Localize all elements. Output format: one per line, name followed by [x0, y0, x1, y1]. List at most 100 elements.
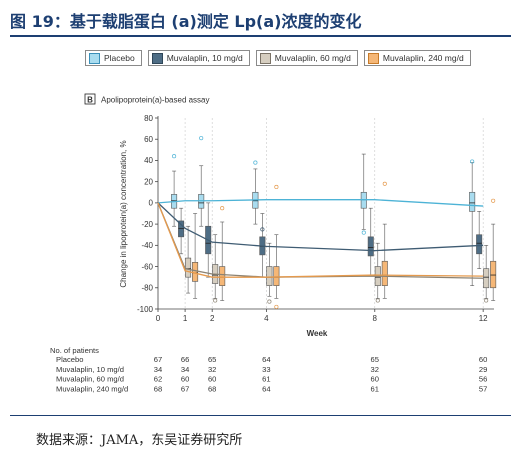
box-iqr — [490, 260, 497, 289]
box-outlier — [470, 159, 475, 164]
mean-line-series-0 — [157, 199, 484, 207]
chart-legend: Placebo Muvalaplin, 10 mg/d Muvalaplin, … — [85, 50, 471, 66]
box-outlier — [199, 136, 204, 141]
y-tick-label: 0 — [149, 199, 154, 208]
box-outlier — [220, 206, 225, 211]
patients-count: 61 — [371, 384, 379, 393]
box-iqr — [185, 257, 192, 278]
figure-title: 图 19：基于载脂蛋白 (a)测定 Lp(a)浓度的变化 — [10, 12, 362, 31]
box-iqr — [483, 268, 490, 289]
patients-row-label: Muvalaplin, 10 mg/d — [56, 365, 124, 374]
legend-label-240mg: Muvalaplin, 240 mg/d — [382, 53, 464, 63]
box-outlier — [172, 154, 177, 159]
x-axis-title: Week — [307, 329, 328, 338]
x-tick-label: 0 — [156, 314, 161, 323]
box-outlier — [274, 304, 279, 309]
box-iqr — [469, 191, 476, 212]
y-tick-label: 80 — [144, 114, 153, 123]
patients-count: 60 — [181, 375, 189, 384]
patients-count: 60 — [371, 375, 379, 384]
patients-count: 62 — [154, 375, 162, 384]
patients-count: 68 — [208, 384, 216, 393]
patients-count: 32 — [371, 365, 379, 374]
box-outlier — [213, 298, 218, 303]
patients-row-label: Placebo — [56, 355, 83, 364]
legend-label-60mg: Muvalaplin, 60 mg/d — [274, 53, 351, 63]
y-tick-label: -40 — [141, 241, 153, 250]
y-tick-label: 40 — [144, 156, 153, 165]
legend-item-240mg: Muvalaplin, 240 mg/d — [363, 50, 471, 66]
patients-count: 68 — [154, 384, 162, 393]
legend-item-60mg: Muvalaplin, 60 mg/d — [255, 50, 358, 66]
patients-table-rows: Placebo 67 66 65 64 65 60 Muvalaplin, 10 mg/d 34… — [56, 355, 487, 393]
patients-count: 65 — [208, 355, 216, 364]
legend-swatch-240mg — [367, 52, 379, 64]
patients-row-label: Muvalaplin, 240 mg/d — [56, 384, 128, 393]
legend-swatch-10mg — [151, 52, 163, 64]
box-iqr — [476, 234, 483, 255]
panel-badge-box — [84, 93, 96, 105]
title-rule — [10, 35, 511, 37]
box-outlier — [253, 160, 258, 165]
boxes-series-2 — [185, 225, 490, 304]
box-iqr — [192, 262, 199, 282]
legend-swatch-60mg — [259, 52, 271, 64]
patients-count: 67 — [181, 384, 189, 393]
source-note: 数据来源：JAMA，东吴证券研究所 — [36, 433, 243, 448]
patients-count: 34 — [181, 365, 189, 374]
mean-line-series-1 — [157, 202, 484, 252]
boxes-series-3 — [192, 181, 497, 309]
panel-title: Apolipoprotein(a)-based assay — [101, 96, 210, 105]
box-iqr — [273, 266, 280, 286]
y-tick-label: -20 — [141, 220, 153, 229]
x-tick-label: 2 — [210, 314, 215, 323]
x-tick-label: 12 — [479, 314, 488, 323]
patients-count: 64 — [262, 355, 270, 364]
patients-count: 66 — [181, 355, 189, 364]
x-tick-label: 8 — [373, 314, 378, 323]
box-iqr — [178, 220, 185, 238]
x-tick-label: 1 — [183, 314, 188, 323]
patients-count: 67 — [154, 355, 162, 364]
y-tick-label: -60 — [141, 262, 153, 271]
patients-count: 34 — [154, 365, 162, 374]
legend-swatch-placebo — [89, 52, 100, 64]
panel-badge: B — [87, 95, 93, 104]
patients-count: 61 — [262, 375, 270, 384]
box-outlier — [491, 198, 496, 203]
box-iqr — [381, 260, 388, 286]
legend-item-10mg: Muvalaplin, 10 mg/d — [147, 50, 250, 66]
y-tick-label: -100 — [137, 305, 154, 314]
boxes-series-1 — [178, 202, 483, 278]
source-rule — [10, 415, 511, 416]
panel-header: B Apolipoprotein(a)-based assay — [84, 93, 210, 105]
patients-table-heading: No. of patients — [50, 346, 99, 355]
legend-label-placebo: Placebo — [104, 53, 135, 63]
patients-count: 32 — [208, 365, 216, 374]
patients-count: 65 — [371, 355, 379, 364]
mean-line-series-2 — [157, 202, 484, 279]
box-outlier — [260, 227, 265, 232]
box-outlier — [361, 230, 366, 235]
patients-count: 60 — [208, 375, 216, 384]
legend-label-10mg: Muvalaplin, 10 mg/d — [166, 53, 243, 63]
box-iqr — [367, 236, 374, 257]
y-tick-label: 60 — [144, 135, 153, 144]
patients-count: 33 — [262, 365, 270, 374]
x-tick-label: 4 — [264, 314, 269, 323]
patients-row-label: Muvalaplin, 60 mg/d — [56, 375, 124, 384]
patients-count: 57 — [479, 384, 487, 393]
patients-count: 60 — [479, 355, 487, 364]
y-tick-label: 20 — [144, 177, 153, 186]
box-outlier — [267, 299, 272, 304]
y-tick-label: -80 — [141, 284, 153, 293]
box-iqr — [266, 266, 273, 286]
box-outlier — [484, 298, 489, 303]
box-outlier — [382, 181, 387, 186]
box-outlier — [375, 298, 380, 303]
y-axis-title: Change in lipoprotein(a) concentration, … — [119, 140, 128, 287]
box-outlier — [274, 184, 279, 190]
patients-table: No. of patients — [50, 346, 99, 355]
